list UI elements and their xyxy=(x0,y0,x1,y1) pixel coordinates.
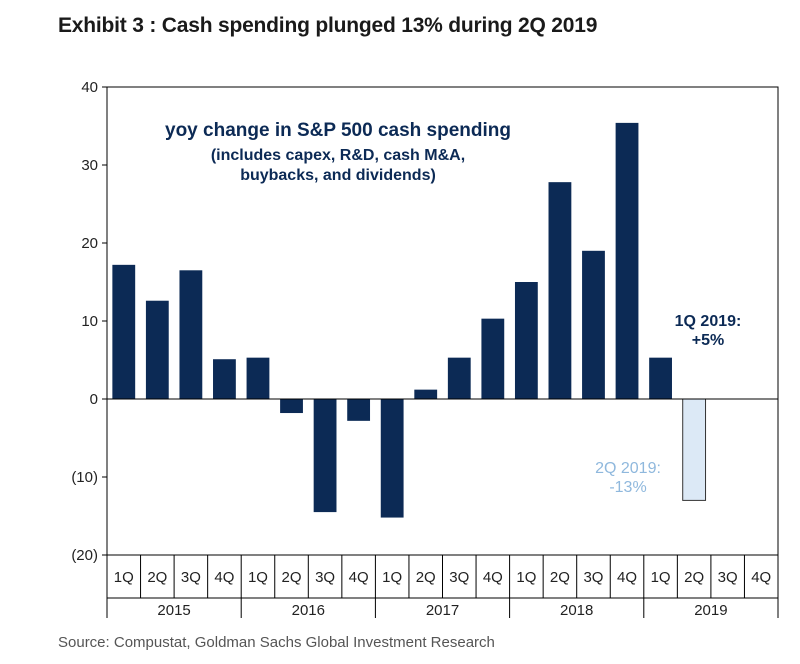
y-tick-label: 30 xyxy=(81,157,98,174)
y-tick-label: (20) xyxy=(71,547,98,564)
year-group-label: 2018 xyxy=(560,602,593,619)
x-tick-label: 3Q xyxy=(718,569,738,586)
x-tick-label: 2Q xyxy=(550,569,570,586)
bar xyxy=(481,318,505,399)
x-tick-label: 1Q xyxy=(651,569,671,586)
x-tick-label: 1Q xyxy=(516,569,536,586)
bar xyxy=(447,357,471,399)
bar xyxy=(179,270,203,399)
x-tick-label: 4Q xyxy=(349,569,369,586)
year-group-label: 2017 xyxy=(426,602,459,619)
x-tick-label: 2Q xyxy=(147,569,167,586)
x-tick-label: 4Q xyxy=(214,569,234,586)
x-tick-label: 2Q xyxy=(684,569,704,586)
y-tick-label: (10) xyxy=(71,469,98,486)
x-tick-label: 3Q xyxy=(583,569,603,586)
bar xyxy=(213,359,236,399)
y-tick-label: 0 xyxy=(90,391,98,408)
year-group-label: 2016 xyxy=(292,602,325,619)
x-tick-label: 1Q xyxy=(114,569,134,586)
y-tick-label: 20 xyxy=(81,235,98,252)
bar xyxy=(246,357,270,399)
annotation-line: 2Q 2019: xyxy=(595,460,661,477)
bar xyxy=(347,399,371,421)
bar xyxy=(582,250,605,399)
year-group-label: 2019 xyxy=(694,602,727,619)
y-tick-label: 10 xyxy=(81,313,98,330)
x-tick-label: 4Q xyxy=(751,569,771,586)
bar xyxy=(682,398,707,501)
bar xyxy=(615,122,639,399)
year-group-label: 2015 xyxy=(157,602,190,619)
bar xyxy=(514,282,538,399)
x-tick-label: 3Q xyxy=(181,569,201,586)
x-tick-label: 4Q xyxy=(483,569,503,586)
bar xyxy=(414,389,438,399)
x-tick-label: 1Q xyxy=(382,569,402,586)
bar xyxy=(548,182,572,399)
chart-subtitle-line: (includes capex, R&D, cash M&A, xyxy=(211,147,465,164)
bar xyxy=(280,399,303,414)
bar xyxy=(313,399,337,513)
x-tick-label: 3Q xyxy=(315,569,335,586)
chart-title: Exhibit 3 : Cash spending plunged 13% du… xyxy=(58,14,598,37)
bar xyxy=(112,264,136,399)
x-tick-label: 3Q xyxy=(449,569,469,586)
x-tick-label: 2Q xyxy=(282,569,302,586)
x-tick-label: 4Q xyxy=(617,569,637,586)
chart-inner-title: yoy change in S&P 500 cash spending xyxy=(165,120,511,141)
source-note: Source: Compustat, Goldman Sachs Global … xyxy=(58,634,495,651)
annotation-line: 1Q 2019: xyxy=(675,313,742,330)
x-tick-label: 2Q xyxy=(416,569,436,586)
bar xyxy=(380,399,404,518)
bar xyxy=(145,300,169,399)
bar xyxy=(649,357,672,399)
y-tick-label: 40 xyxy=(81,79,98,96)
x-tick-label: 1Q xyxy=(248,569,268,586)
annotation-line: -13% xyxy=(609,479,646,496)
chart-subtitle-line: buybacks, and dividends) xyxy=(240,167,436,184)
annotation-line: +5% xyxy=(692,332,724,349)
